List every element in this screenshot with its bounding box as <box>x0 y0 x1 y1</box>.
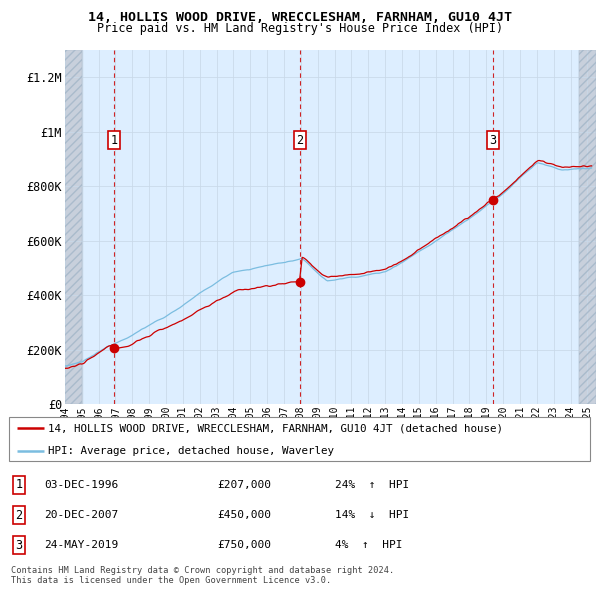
Text: 03-DEC-1996: 03-DEC-1996 <box>44 480 118 490</box>
Text: HPI: Average price, detached house, Waverley: HPI: Average price, detached house, Wave… <box>49 446 334 456</box>
Text: £207,000: £207,000 <box>218 480 272 490</box>
Text: 14, HOLLIS WOOD DRIVE, WRECCLESHAM, FARNHAM, GU10 4JT (detached house): 14, HOLLIS WOOD DRIVE, WRECCLESHAM, FARN… <box>49 423 503 433</box>
Text: 1: 1 <box>16 478 22 491</box>
Text: 14, HOLLIS WOOD DRIVE, WRECCLESHAM, FARNHAM, GU10 4JT: 14, HOLLIS WOOD DRIVE, WRECCLESHAM, FARN… <box>88 11 512 24</box>
Text: 2: 2 <box>16 509 22 522</box>
Bar <box>579 50 596 404</box>
Bar <box>579 50 596 404</box>
Text: 2: 2 <box>296 133 304 146</box>
Text: 1: 1 <box>110 133 118 146</box>
Text: 20-DEC-2007: 20-DEC-2007 <box>44 510 118 520</box>
Bar <box>65 50 82 404</box>
Text: Price paid vs. HM Land Registry's House Price Index (HPI): Price paid vs. HM Land Registry's House … <box>97 22 503 35</box>
Bar <box>65 50 82 404</box>
FancyBboxPatch shape <box>9 417 590 461</box>
Text: £750,000: £750,000 <box>218 540 272 550</box>
Text: 14%  ↓  HPI: 14% ↓ HPI <box>335 510 410 520</box>
Text: 3: 3 <box>489 133 496 146</box>
Text: Contains HM Land Registry data © Crown copyright and database right 2024.
This d: Contains HM Land Registry data © Crown c… <box>11 566 394 585</box>
Text: 24-MAY-2019: 24-MAY-2019 <box>44 540 118 550</box>
Text: 3: 3 <box>16 539 22 552</box>
Text: £450,000: £450,000 <box>218 510 272 520</box>
Text: 4%  ↑  HPI: 4% ↑ HPI <box>335 540 403 550</box>
Text: 24%  ↑  HPI: 24% ↑ HPI <box>335 480 410 490</box>
